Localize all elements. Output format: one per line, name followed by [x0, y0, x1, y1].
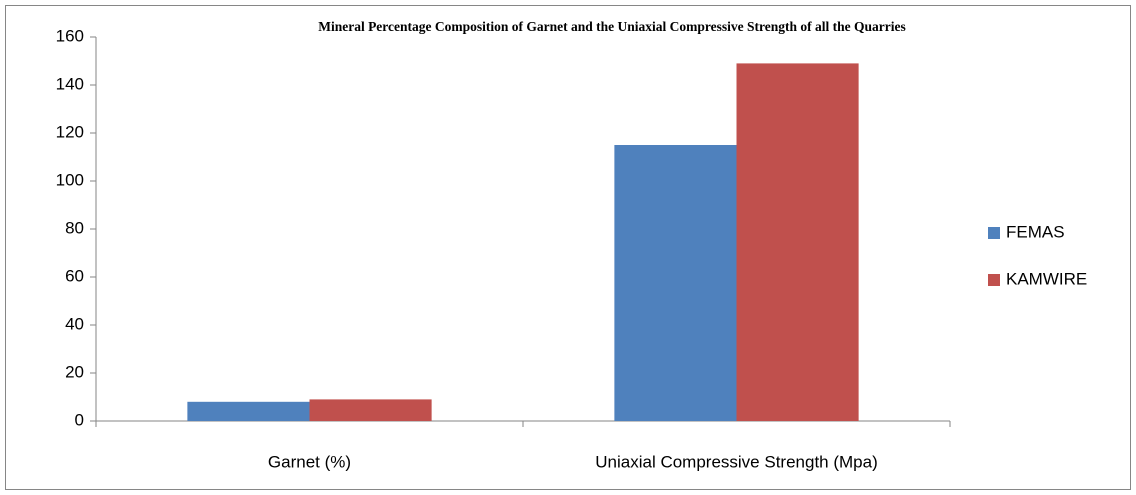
y-tick-label: 20 — [65, 362, 84, 381]
y-tick-label: 80 — [65, 218, 84, 237]
legend-label: FEMAS — [1006, 222, 1065, 241]
y-tick-label: 0 — [75, 410, 84, 429]
x-tick-label: Uniaxial Compressive Strength (Mpa) — [595, 452, 878, 471]
legend-swatch — [988, 274, 1000, 286]
bar — [614, 145, 737, 421]
bar — [736, 63, 859, 422]
chart-frame — [5, 5, 1131, 490]
chart-title: Mineral Percentage Composition of Garnet… — [318, 19, 906, 34]
y-tick-label: 100 — [56, 170, 84, 189]
y-tick-label: 160 — [56, 26, 84, 45]
y-tick-label: 60 — [65, 266, 84, 285]
x-tick-label: Garnet (%) — [268, 452, 351, 471]
y-tick-label: 140 — [56, 74, 84, 93]
legend-swatch — [988, 227, 1000, 239]
legend-label: KAMWIRE — [1006, 269, 1087, 288]
bar — [309, 399, 432, 421]
y-tick-label: 120 — [56, 122, 84, 141]
y-tick-label: 40 — [65, 314, 84, 333]
bar — [187, 401, 310, 421]
